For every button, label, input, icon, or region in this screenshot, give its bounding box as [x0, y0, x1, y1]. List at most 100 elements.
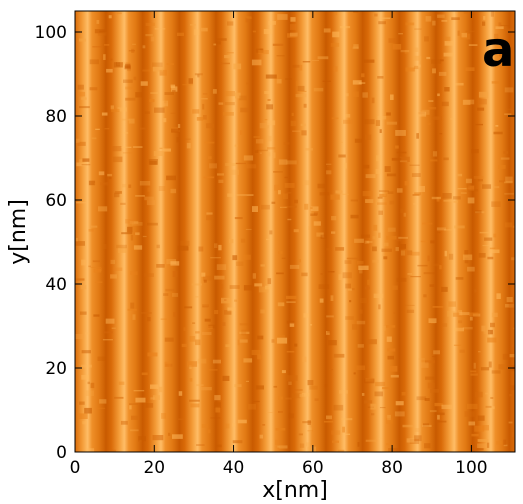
texture-speck: [491, 312, 498, 318]
texture-speck: [121, 118, 130, 121]
texture-speck: [97, 31, 107, 36]
texture-speck: [130, 235, 134, 241]
texture-speck: [402, 424, 414, 428]
texture-speck: [208, 369, 218, 371]
texture-speck: [196, 117, 204, 121]
texture-speck: [377, 116, 387, 120]
texture-speck: [503, 151, 509, 154]
texture-speck: [513, 327, 515, 330]
texture-speck: [243, 285, 252, 291]
texture-speck: [424, 398, 430, 401]
texture-speck: [150, 36, 155, 42]
texture-speck: [504, 192, 514, 195]
texture-speck: [224, 91, 235, 97]
texture-speck: [273, 385, 278, 388]
texture-speck: [218, 102, 224, 105]
texture-speck: [434, 412, 445, 416]
texture-speck: [508, 421, 513, 424]
texture-speck: [396, 151, 407, 154]
texture-speck: [319, 192, 330, 196]
texture-speck: [245, 380, 249, 382]
texture-speck: [323, 420, 334, 423]
texture-speck: [96, 20, 100, 24]
texture-speck: [114, 192, 120, 198]
texture-speck: [304, 203, 309, 210]
texture-speck: [110, 259, 116, 265]
texture-speck: [339, 26, 351, 29]
texture-speck: [496, 293, 501, 299]
texture-speck: [217, 173, 224, 176]
texture-speck: [438, 71, 447, 76]
texture-speck: [332, 440, 339, 443]
texture-speck: [95, 281, 103, 283]
texture-speck: [487, 256, 494, 260]
texture-speck: [437, 93, 440, 97]
texture-speck: [302, 421, 312, 424]
texture-speck: [504, 181, 513, 184]
texture-speck: [378, 21, 386, 25]
texture-speck: [148, 159, 158, 165]
texture-speck: [364, 134, 372, 140]
texture-speck: [418, 358, 425, 360]
texture-speck: [466, 183, 471, 188]
texture-speck: [462, 327, 473, 330]
texture-speck: [132, 314, 136, 320]
texture-speck: [286, 320, 295, 324]
texture-speck: [478, 253, 486, 258]
texture-speck: [172, 90, 176, 92]
texture-speck: [311, 60, 319, 61]
texture-speck: [505, 176, 513, 182]
texture-speck: [493, 186, 500, 189]
texture-speck: [480, 425, 489, 431]
texture-speck: [206, 215, 214, 221]
texture-speck: [182, 84, 193, 86]
texture-speck: [489, 406, 495, 410]
texture-speck: [142, 235, 147, 238]
texture-speck: [222, 322, 226, 326]
texture-speck: [459, 349, 465, 353]
stripe: [32, 11, 69, 452]
texture-speck: [382, 387, 391, 390]
texture-speck: [203, 176, 215, 179]
texture-speck: [468, 44, 478, 46]
texture-speck: [192, 109, 200, 114]
texture-speck: [465, 30, 475, 32]
texture-speck: [131, 222, 143, 226]
texture-speck: [204, 141, 215, 144]
texture-speck: [139, 181, 151, 186]
texture-speck: [135, 195, 145, 197]
stripe: [75, 11, 107, 452]
texture-speck: [445, 36, 451, 43]
texture-speck: [375, 169, 382, 175]
texture-speck: [266, 412, 274, 413]
texture-speck: [474, 289, 477, 293]
texture-speck: [218, 179, 224, 183]
texture-speck: [77, 141, 86, 146]
texture-speck: [499, 180, 506, 183]
texture-speck: [181, 343, 187, 348]
texture-speck: [504, 222, 513, 228]
texture-speck: [203, 279, 207, 283]
texture-speck: [281, 206, 288, 209]
texture-speck: [85, 390, 94, 396]
texture-speck: [381, 248, 392, 252]
texture-speck: [400, 250, 406, 256]
texture-speck: [77, 413, 88, 419]
texture-speck: [469, 312, 479, 317]
x-tick-label: 40: [223, 458, 245, 478]
texture-speck: [75, 241, 85, 246]
texture-speck: [443, 157, 449, 161]
texture-speck: [154, 107, 165, 113]
texture-speck: [286, 205, 297, 208]
texture-speck: [474, 391, 483, 398]
stripe: [509, 11, 515, 452]
texture-speck: [130, 271, 138, 275]
texture-speck: [500, 157, 510, 160]
x-tick-label: 60: [302, 458, 324, 478]
texture-speck: [455, 82, 464, 86]
texture-speck: [274, 184, 280, 191]
texture-speck: [261, 204, 270, 210]
texture-speck: [422, 222, 433, 225]
texture-speck: [432, 68, 436, 74]
texture-speck: [154, 28, 166, 30]
